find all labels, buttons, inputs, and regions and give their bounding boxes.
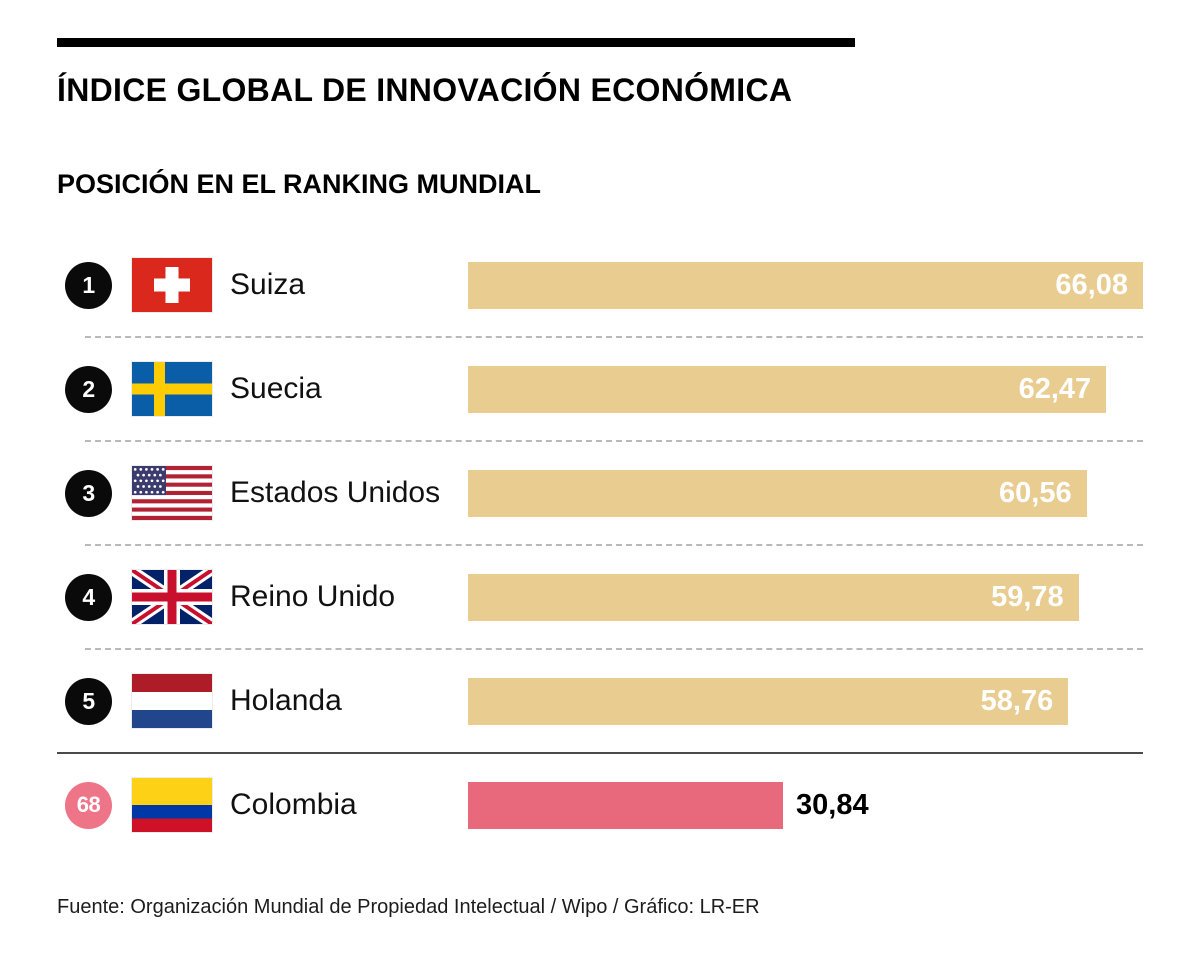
flag-netherlands-icon (132, 674, 212, 728)
country-label: Colombia (230, 788, 357, 821)
country-label: Holanda (230, 684, 342, 717)
flag-sweden-icon (132, 362, 212, 416)
row-separator (85, 336, 1143, 338)
flag-usa-icon (132, 466, 212, 520)
flag-switzerland-icon (132, 258, 212, 312)
rank-badge: 5 (65, 677, 112, 725)
ranking-row: 2 Suecia 62,47 (57, 338, 1143, 440)
rank-badge: 68 (65, 781, 112, 829)
score-value: 66,08 (1055, 268, 1128, 301)
score-bar: 66,08 (468, 261, 1143, 309)
country-label: Suiza (230, 268, 306, 301)
bar-area: 60,56 (468, 469, 1143, 517)
row-separator (85, 648, 1143, 650)
score-bar: 59,78 (468, 573, 1079, 621)
ranking-row: 1 Suiza 66,08 (57, 234, 1143, 336)
score-bar: 62,47 (468, 365, 1107, 413)
country-label: Estados Unidos (230, 476, 441, 509)
bar-area: 59,78 (468, 573, 1143, 621)
rank-badge: 3 (65, 469, 112, 517)
bar-area: 62,47 (468, 365, 1143, 413)
infographic-page: ÍNDICE GLOBAL DE INNOVACIÓN ECONÓMICA PO… (57, 38, 1143, 918)
score-bar: 60,56 (468, 469, 1087, 517)
country-label: Reino Unido (230, 580, 396, 613)
rank-badge: 4 (65, 573, 112, 621)
rank-badge: 1 (65, 261, 112, 309)
score-value: 59,78 (991, 580, 1064, 613)
row-separator (85, 544, 1143, 546)
page-title: ÍNDICE GLOBAL DE INNOVACIÓN ECONÓMICA (57, 72, 793, 108)
flag-colombia-icon (132, 778, 212, 832)
country-label: Suecia (230, 372, 322, 405)
ranking-row: 3 Estados Unidos 60,56 (57, 442, 1143, 544)
top-rule (57, 38, 855, 47)
ranking-row: 4 Reino Unido 59,78 (57, 546, 1143, 648)
ranking-row: 68 Colombia 30,84 (57, 754, 1143, 856)
score-bar (468, 781, 784, 829)
score-value: 60,56 (999, 476, 1072, 509)
rank-badge: 2 (65, 365, 112, 413)
flag-uk-icon (132, 570, 212, 624)
ranking-list: 1 Suiza 66,08 2 Suecia 62,47 3 Estados U… (57, 234, 1143, 856)
score-value: 58,76 (980, 684, 1054, 717)
score-bar: 58,76 (468, 677, 1069, 725)
ranking-row: 5 Holanda 58,76 (57, 650, 1143, 752)
score-value: 30,84 (796, 788, 869, 821)
score-value: 62,47 (1018, 372, 1092, 405)
bar-area: 30,84 (468, 781, 1143, 829)
chart-subtitle: POSICIÓN EN EL RANKING MUNDIAL (57, 169, 542, 199)
row-separator (57, 752, 1143, 754)
source-note: Fuente: Organización Mundial de Propieda… (57, 896, 760, 918)
row-separator (85, 440, 1143, 442)
bar-area: 66,08 (468, 261, 1143, 309)
bar-area: 58,76 (468, 677, 1143, 725)
